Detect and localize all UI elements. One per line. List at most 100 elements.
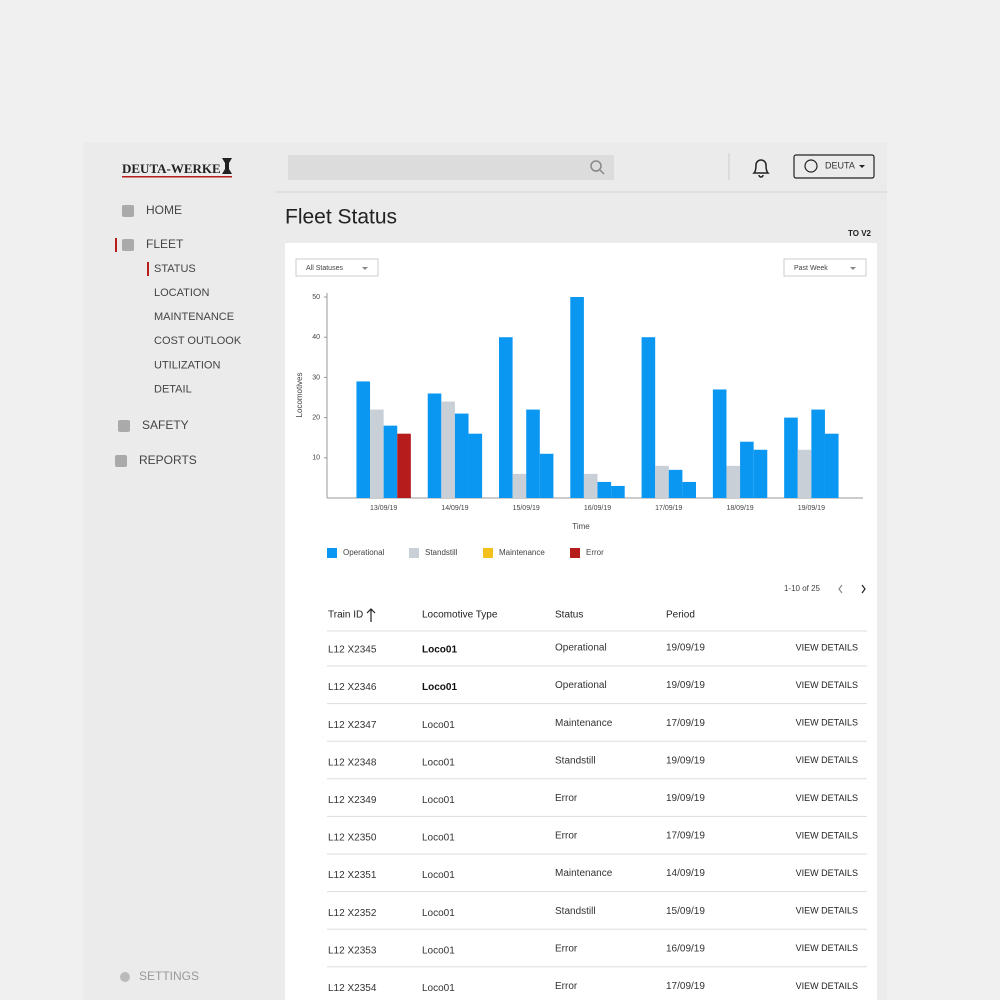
table-cell: Loco01 <box>422 945 455 956</box>
x-tick-label: 16/09/19 <box>584 505 611 512</box>
nav-subitem[interactable]: UTILIZATION <box>154 359 220 371</box>
table-cell: L12 X2348 <box>328 757 377 768</box>
nav-subitem[interactable]: DETAIL <box>154 383 192 395</box>
bar <box>539 453 554 498</box>
view-details-link[interactable]: VIEW DETAILS <box>796 943 858 953</box>
table-cell: 17/09/19 <box>666 831 705 842</box>
view-details-link[interactable]: VIEW DETAILS <box>796 718 858 728</box>
prev-page[interactable] <box>838 584 843 594</box>
x-tick-label: 14/09/19 <box>441 505 468 512</box>
user-name[interactable]: DEUTA <box>825 160 855 170</box>
view-details-link[interactable]: VIEW DETAILS <box>796 868 858 878</box>
table-cell: Loco01 <box>422 645 457 656</box>
table-cell: L12 X2350 <box>328 833 377 844</box>
table-cell: Loco01 <box>422 908 455 919</box>
sort-icon[interactable] <box>366 608 376 622</box>
pagination: 1-10 of 25 <box>784 584 821 593</box>
user-menu[interactable] <box>793 154 875 179</box>
user-icon <box>804 159 818 173</box>
nav-item[interactable]: FLEET <box>146 237 184 251</box>
bar <box>370 409 384 498</box>
bar <box>740 441 754 498</box>
view-details-link[interactable]: VIEW DETAILS <box>796 793 858 803</box>
table-cell: 19/09/19 <box>666 793 705 804</box>
x-tick-label: 19/09/19 <box>798 505 825 512</box>
bell-icon[interactable] <box>752 159 770 178</box>
page-title: Fleet Status <box>285 206 397 229</box>
nav-icon <box>118 420 130 432</box>
table-cell: L12 X2353 <box>328 945 377 956</box>
bar <box>611 485 625 498</box>
bar <box>499 337 513 498</box>
bar <box>383 425 398 498</box>
x-tick-label: 13/09/19 <box>370 505 397 512</box>
column-header[interactable]: Period <box>666 610 695 621</box>
bar <box>441 401 455 498</box>
view-details-link[interactable]: VIEW DETAILS <box>796 906 858 916</box>
nav-settings[interactable]: SETTINGS <box>139 969 199 983</box>
table-cell: Operational <box>555 680 607 691</box>
view-details-link[interactable]: VIEW DETAILS <box>796 981 858 991</box>
bar <box>824 433 839 498</box>
y-tick-label: 20 <box>312 414 320 421</box>
legend-swatch <box>409 548 419 558</box>
y-axis-label: Locomotives <box>295 373 304 418</box>
y-tick-label: 30 <box>312 374 320 381</box>
nav-item[interactable]: HOME <box>146 203 182 217</box>
status-filter-label[interactable]: All Statuses <box>306 265 343 272</box>
table-cell: L12 X2349 <box>328 795 377 806</box>
nav-subitem[interactable]: MAINTENANCE <box>154 311 234 323</box>
bar <box>512 473 527 498</box>
table-cell: Standstill <box>555 755 596 766</box>
bar <box>682 481 696 498</box>
column-header[interactable]: Status <box>555 610 583 621</box>
search-box[interactable] <box>288 155 614 180</box>
bar <box>570 297 584 498</box>
table-cell: Loco01 <box>422 983 455 994</box>
status-filter[interactable] <box>295 258 379 277</box>
settings-icon <box>120 972 130 982</box>
bar <box>726 465 741 498</box>
nav-subitem[interactable]: STATUS <box>154 263 196 275</box>
table-cell: 17/09/19 <box>666 718 705 729</box>
table-cell: Operational <box>555 643 607 654</box>
caret <box>850 267 856 270</box>
nav-subitem[interactable]: COST OUTLOOK <box>154 335 242 347</box>
legend-swatch <box>327 548 337 558</box>
table-cell: 14/09/19 <box>666 868 705 879</box>
nav-item[interactable]: SAFETY <box>142 418 189 432</box>
table-cell: Error <box>555 831 578 842</box>
view-details-link[interactable]: VIEW DETAILS <box>796 680 858 690</box>
view-details-link[interactable]: VIEW DETAILS <box>796 830 858 840</box>
bar <box>811 409 825 498</box>
x-tick-label: 17/09/19 <box>655 505 682 512</box>
search-icon <box>590 160 602 172</box>
column-header[interactable]: Locomotive Type <box>422 610 498 621</box>
nav-subitem[interactable]: LOCATION <box>154 287 209 299</box>
brand: DEUTA-WERKE <box>122 161 221 176</box>
table-cell: Loco01 <box>422 833 455 844</box>
next-page[interactable] <box>861 584 866 594</box>
version-link[interactable]: TO V2 <box>848 229 872 238</box>
table-cell: 19/09/19 <box>666 643 705 654</box>
bar <box>397 433 411 498</box>
brand-icon <box>222 158 232 174</box>
nav-item[interactable]: REPORTS <box>139 453 197 467</box>
view-details-link[interactable]: VIEW DETAILS <box>796 642 858 652</box>
period-filter-label[interactable]: Past Week <box>794 265 828 272</box>
table-cell: 17/09/19 <box>666 981 705 992</box>
legend-label: Standstill <box>425 548 458 557</box>
bar <box>797 449 812 498</box>
bar <box>526 409 540 498</box>
y-tick-label: 10 <box>312 455 320 462</box>
table-cell: L12 X2347 <box>328 720 377 731</box>
brand-underline <box>122 176 232 178</box>
period-filter[interactable] <box>783 258 867 277</box>
view-details-link[interactable]: VIEW DETAILS <box>796 755 858 765</box>
legend-label: Maintenance <box>499 548 545 557</box>
legend-label: Error <box>586 548 604 557</box>
x-tick-label: 15/09/19 <box>513 505 540 512</box>
column-header[interactable]: Train ID <box>328 610 363 621</box>
table-cell: Error <box>555 981 578 992</box>
table-cell: Loco01 <box>422 682 457 693</box>
